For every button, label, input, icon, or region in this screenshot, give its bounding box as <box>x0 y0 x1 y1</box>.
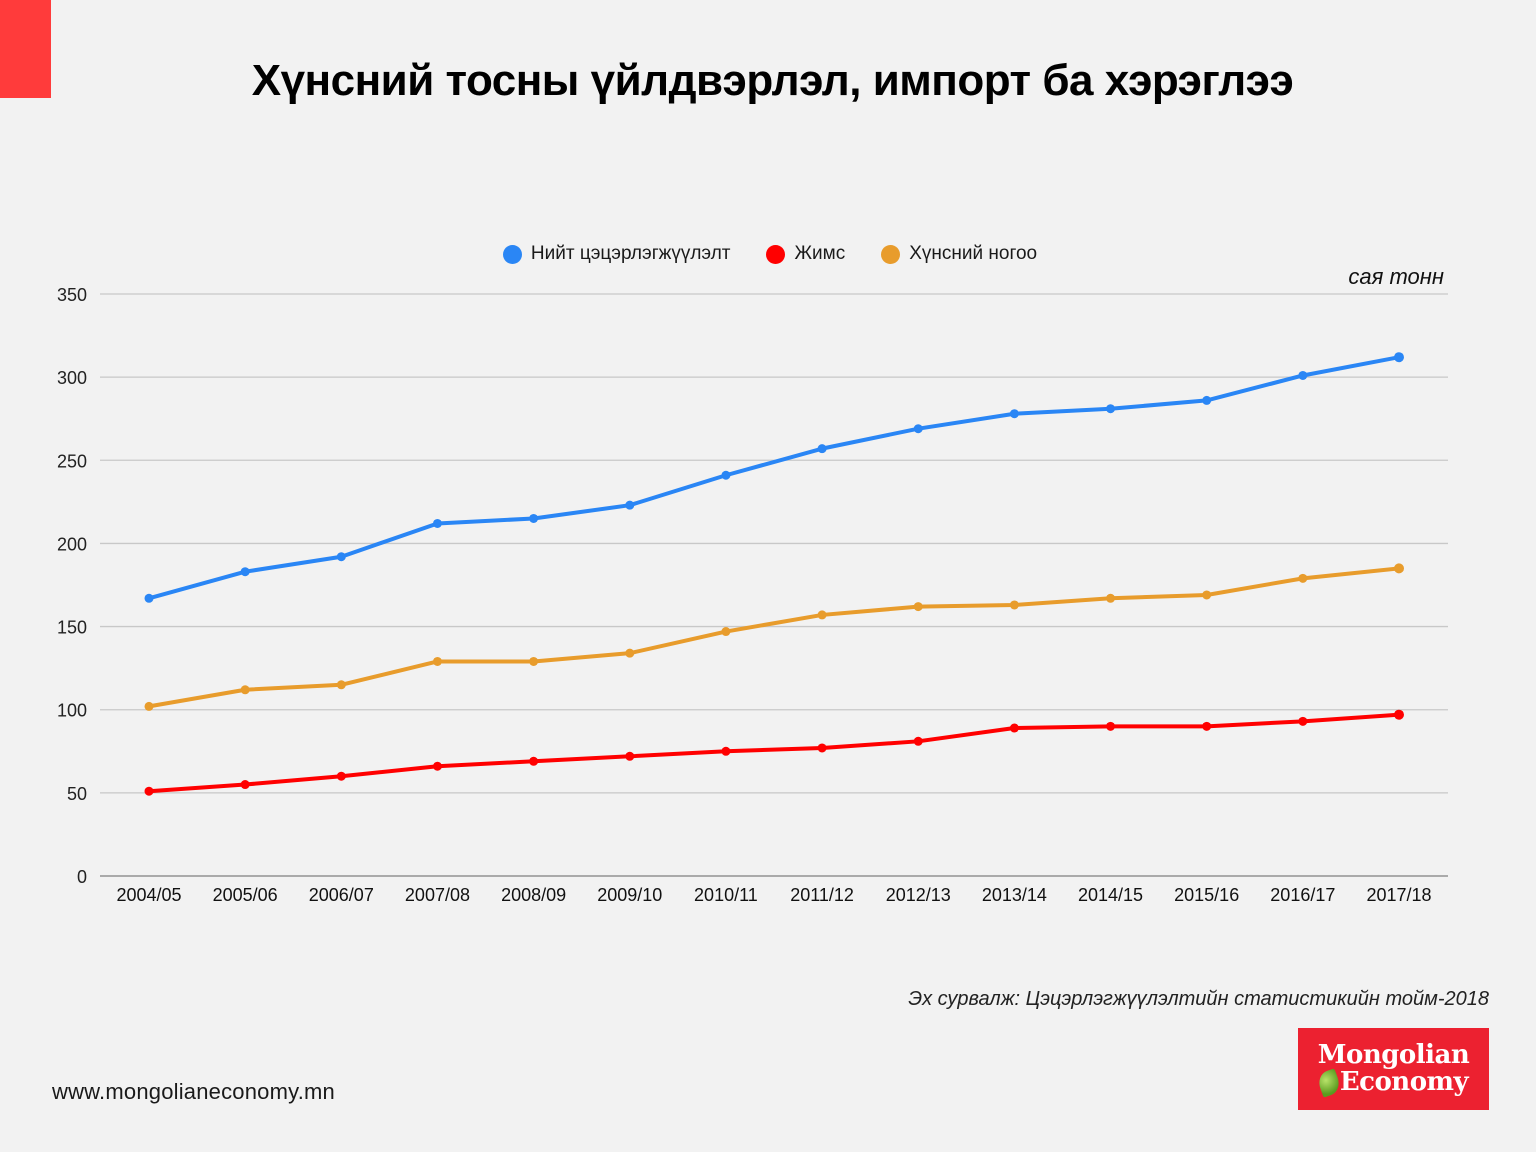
chart-title: Хүнсний тосны үйлдвэрлэл, импорт ба хэрэ… <box>251 56 1294 105</box>
y-axis-ticks: 0 50 100 150 200 250 300 350 <box>57 285 87 887</box>
series-line-fruit <box>148 712 1400 794</box>
data-point-total <box>1009 409 1019 419</box>
data-point-vegetables <box>625 648 635 658</box>
data-point-fruit <box>1106 721 1116 731</box>
x-tick-label: 2009/10 <box>597 885 662 905</box>
x-tick-label: 2006/07 <box>309 885 374 905</box>
corner-accent-block <box>0 0 51 98</box>
data-point-total <box>432 518 442 528</box>
data-point-total <box>240 567 250 577</box>
data-point-total <box>817 444 827 454</box>
x-tick-label: 2008/09 <box>501 885 566 905</box>
x-tick-label: 2005/06 <box>213 885 278 905</box>
data-point-fruit <box>240 780 250 790</box>
data-point-vegetables <box>240 685 250 695</box>
series-points <box>144 352 1404 796</box>
legend-item-vegetables[interactable]: Хүнсний ногоо <box>881 243 1037 265</box>
x-tick-label: 2013/14 <box>982 885 1047 905</box>
website-link[interactable]: www.mongolianeconomy.mn <box>52 1079 335 1104</box>
x-tick-label: 2011/12 <box>790 885 854 905</box>
logo-line2-wrap: Economy <box>1315 1067 1469 1098</box>
data-point-fruit <box>432 761 442 771</box>
data-point-fruit <box>1298 716 1308 726</box>
data-point-total <box>529 513 539 523</box>
unit-label: сая тонн <box>1348 264 1444 289</box>
x-tick-label: 2010/11 <box>694 885 758 905</box>
data-point-total <box>1298 370 1308 380</box>
data-point-fruit <box>625 751 635 761</box>
leaf-icon <box>1315 1067 1343 1098</box>
y-tick-label: 200 <box>57 534 87 554</box>
logo-text-line1: Mongolian <box>1317 1039 1470 1070</box>
legend-marker-fruit <box>766 244 786 264</box>
legend-item-fruit[interactable]: Жимс <box>766 243 845 265</box>
y-tick-label: 100 <box>57 701 87 721</box>
x-tick-label: 2017/18 <box>1366 885 1431 905</box>
data-point-total <box>144 593 154 603</box>
data-point-vegetables <box>529 656 539 666</box>
y-tick-label: 350 <box>57 285 87 305</box>
data-point-fruit <box>144 786 154 796</box>
data-point-fruit <box>336 771 346 781</box>
data-point-fruit <box>913 736 923 746</box>
data-point-total <box>721 470 731 480</box>
y-tick-label: 0 <box>77 867 87 887</box>
gridlines <box>100 293 1448 877</box>
data-point-fruit <box>1394 709 1404 720</box>
data-point-vegetables <box>432 656 442 666</box>
x-tick-label: 2016/17 <box>1270 885 1335 905</box>
y-tick-label: 150 <box>57 618 87 638</box>
data-point-vegetables <box>1106 593 1116 603</box>
y-tick-label: 250 <box>57 451 87 471</box>
legend-label-fruit: Жимс <box>794 243 846 264</box>
x-tick-label: 2015/16 <box>1174 885 1239 905</box>
data-point-fruit <box>529 756 539 766</box>
legend-marker-vegetables <box>881 244 901 264</box>
data-point-fruit <box>721 746 731 756</box>
data-point-vegetables <box>913 602 923 612</box>
data-point-vegetables <box>721 627 731 637</box>
y-tick-label: 300 <box>57 368 87 388</box>
x-tick-label: 2007/08 <box>405 885 470 905</box>
series-line-vegetables <box>148 566 1400 709</box>
y-tick-label: 50 <box>67 784 87 804</box>
chart-legend: Нийт цэцэрлэгжүүлэлт Жимс Хүнсний ногоо <box>0 243 1536 265</box>
legend-label-total: Нийт цэцэрлэгжүүлэлт <box>530 243 731 264</box>
series-lines <box>148 355 1400 794</box>
data-point-vegetables <box>336 680 346 690</box>
data-point-total <box>625 500 635 510</box>
x-tick-label: 2012/13 <box>886 885 951 905</box>
data-point-vegetables <box>817 610 827 620</box>
data-point-total <box>1202 395 1212 405</box>
data-point-total <box>913 424 923 434</box>
data-point-fruit <box>1009 723 1019 733</box>
legend-label-vegetables: Хүнсний ногоо <box>909 243 1038 264</box>
data-point-fruit <box>817 743 827 753</box>
data-point-vegetables <box>144 701 154 711</box>
data-point-vegetables <box>1298 573 1308 583</box>
x-axis-ticks: 2004/05 2005/06 2006/07 2007/08 2008/09 2009/… <box>116 885 1431 905</box>
data-point-vegetables <box>1009 600 1019 610</box>
data-point-fruit <box>1202 721 1212 731</box>
data-point-total <box>1394 352 1404 363</box>
x-tick-label: 2004/05 <box>116 885 181 905</box>
x-tick-label: 2014/15 <box>1078 885 1143 905</box>
data-point-total <box>1106 404 1116 414</box>
data-point-vegetables <box>1394 563 1404 574</box>
series-line-total <box>148 355 1400 601</box>
mongolian-economy-logo: Mongolian Economy <box>1298 1028 1489 1110</box>
legend-item-total[interactable]: Нийт цэцэрлэгжүүлэлт <box>502 243 731 265</box>
data-point-total <box>336 552 346 562</box>
source-note: Эх сурвалж: Цэцэрлэгжүүлэлтийн статистик… <box>908 988 1489 1010</box>
data-point-vegetables <box>1202 590 1212 600</box>
logo-text-line2: Economy <box>1339 1067 1469 1097</box>
legend-marker-total <box>502 244 522 264</box>
